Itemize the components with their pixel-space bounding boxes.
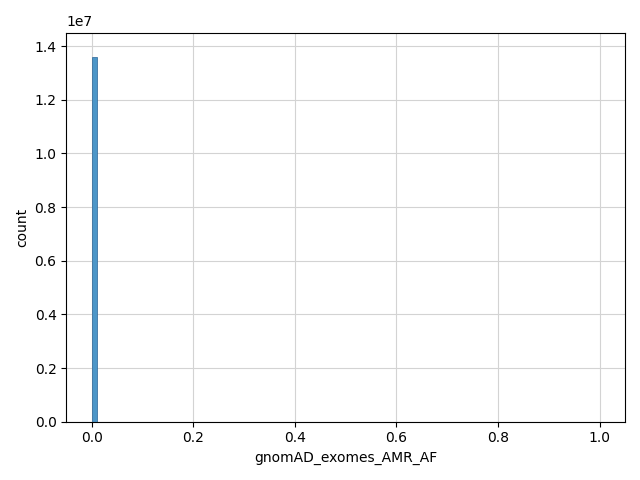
- Text: 1e7: 1e7: [67, 15, 92, 29]
- Y-axis label: count: count: [15, 208, 29, 247]
- Bar: [92, 57, 97, 422]
- X-axis label: gnomAD_exomes_AMR_AF: gnomAD_exomes_AMR_AF: [254, 451, 437, 465]
